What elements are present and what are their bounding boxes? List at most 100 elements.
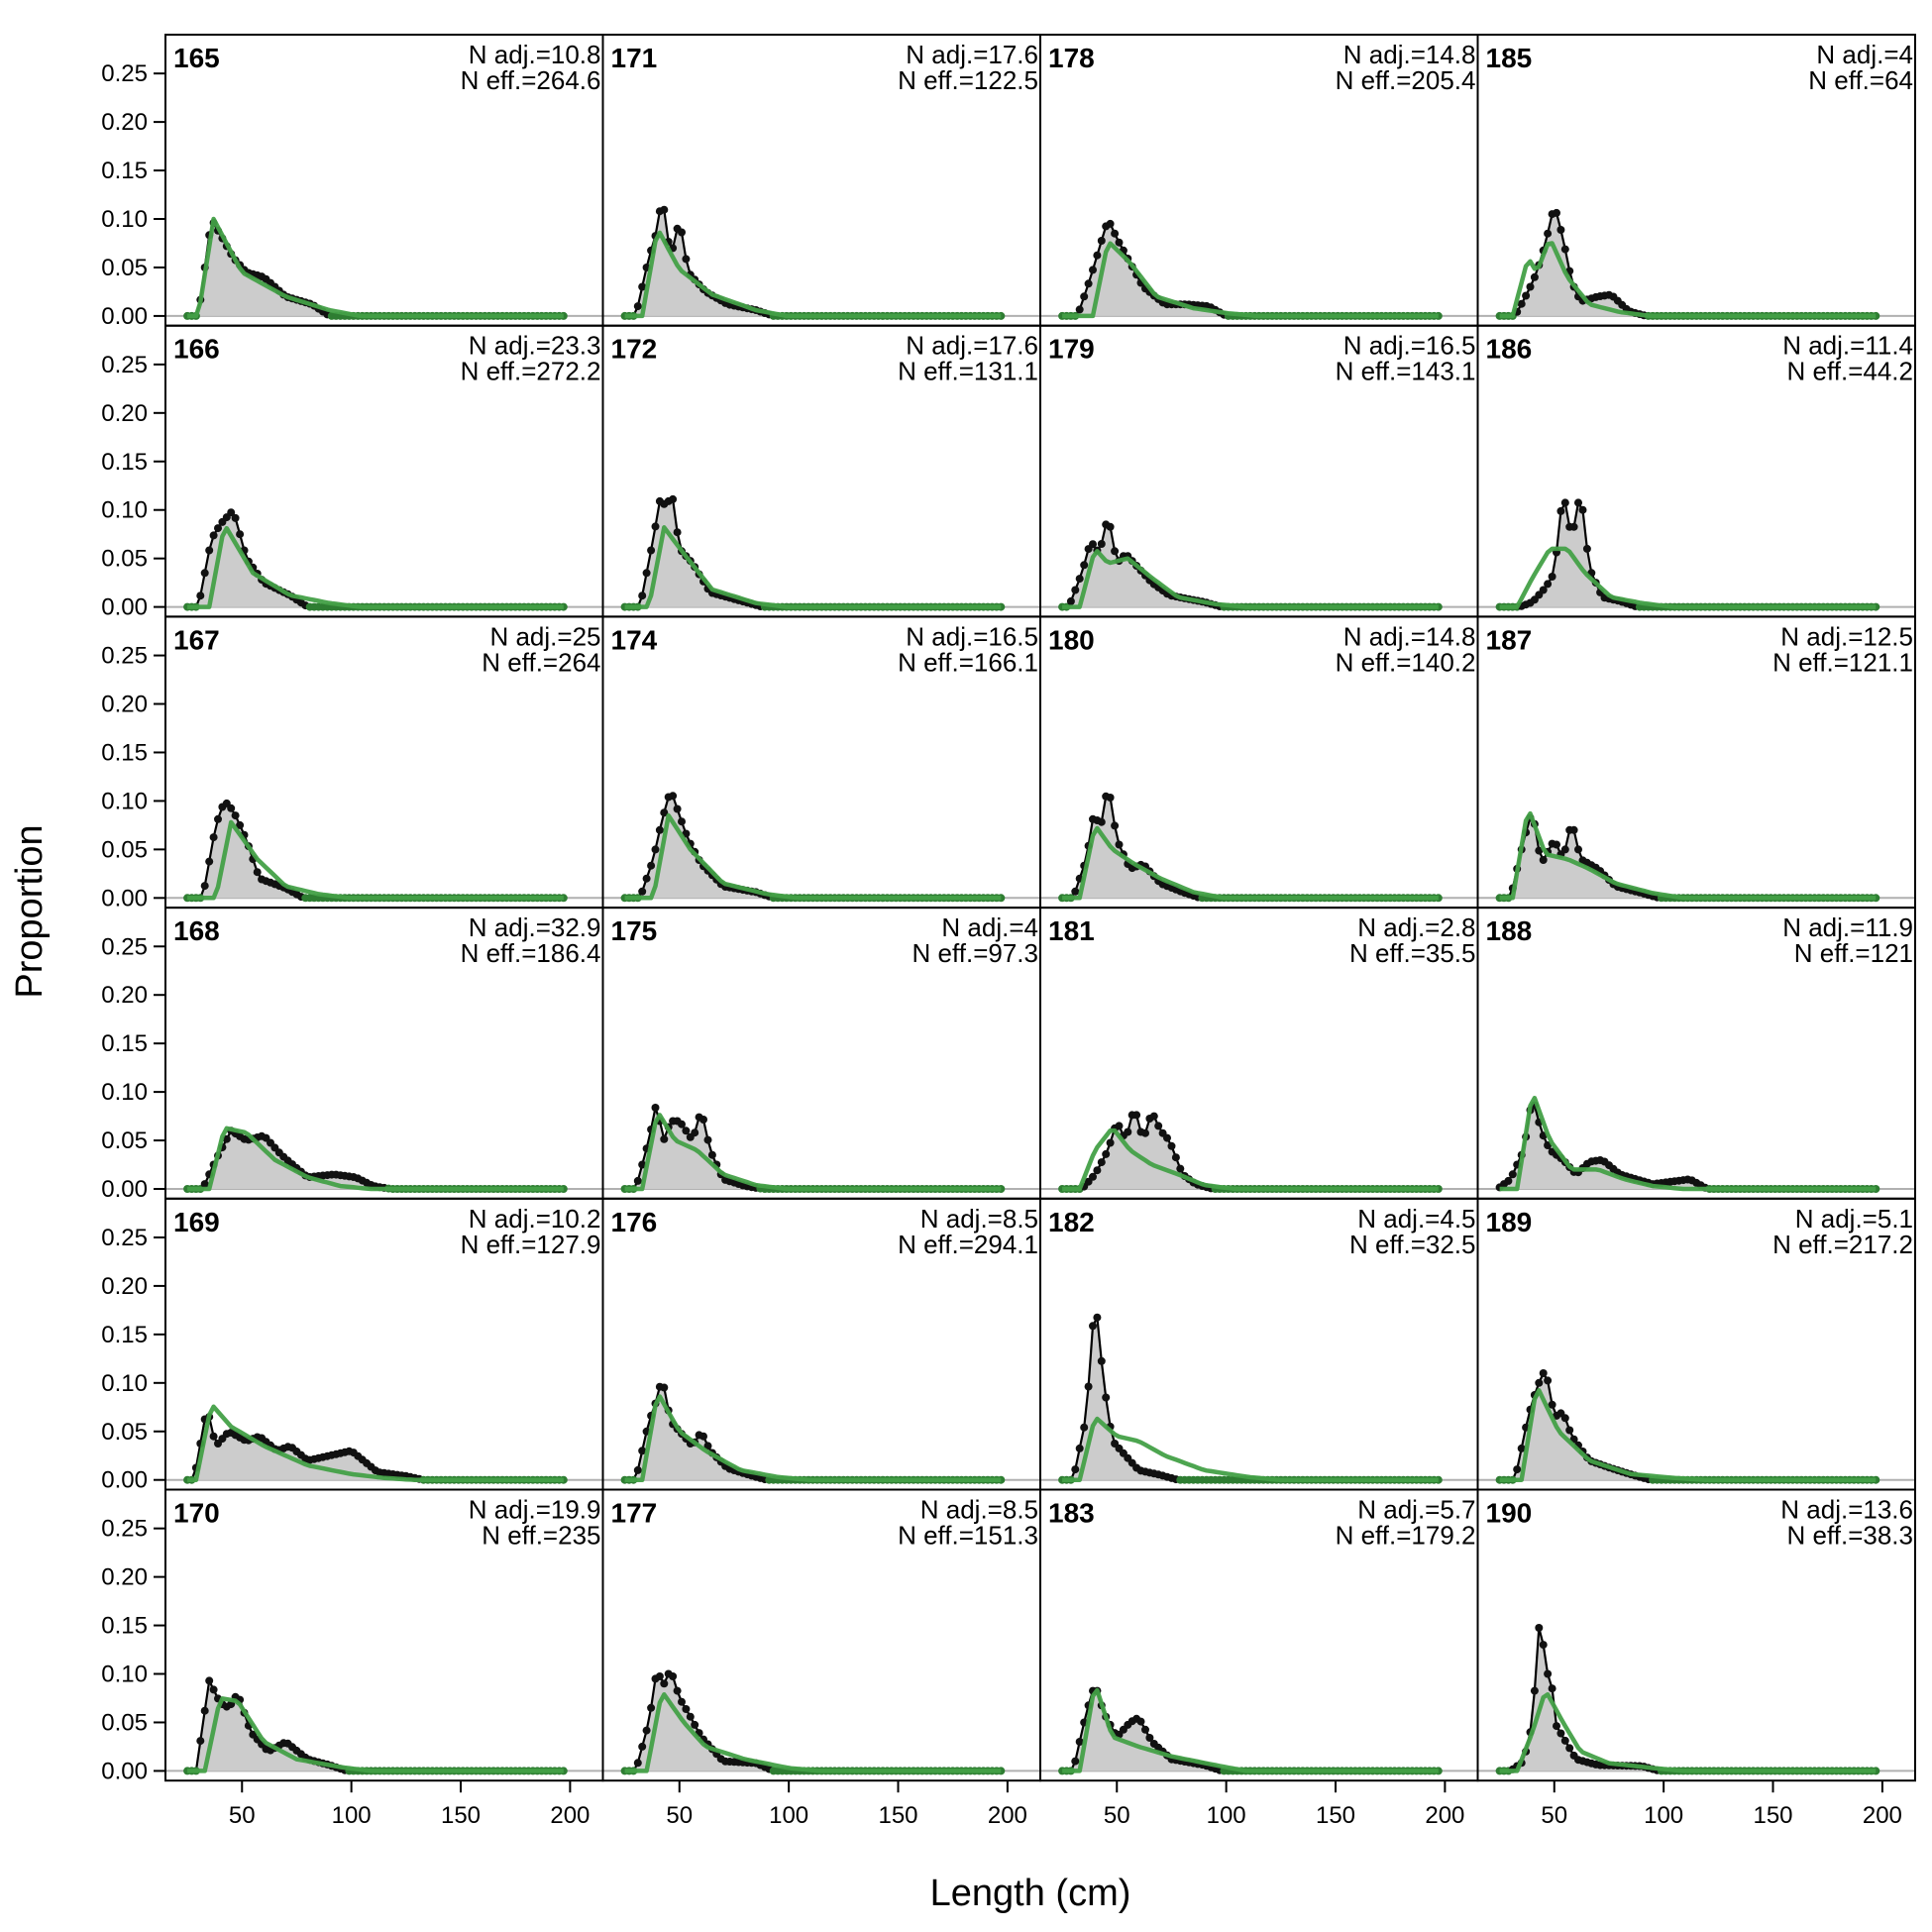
observed-point — [647, 546, 656, 555]
observed-point — [660, 1679, 669, 1688]
observed-point — [669, 494, 678, 503]
observed-point — [1535, 846, 1544, 855]
observed-point — [1171, 1153, 1180, 1162]
x-tick-label: 150 — [1316, 1802, 1355, 1829]
observed-point — [1111, 229, 1120, 238]
observed-point — [638, 591, 647, 600]
panel-185: 185 N adj.=4N eff.=64 — [1477, 40, 1915, 320]
observed-area — [187, 222, 566, 316]
y-tick-label: 0.15 — [101, 449, 148, 476]
observed-point — [1539, 586, 1548, 594]
x-tick-label: 150 — [1753, 1802, 1792, 1829]
x-axis-title: Length (cm) — [930, 1873, 1131, 1914]
observed-point — [236, 820, 245, 829]
y-tick-label: 0.10 — [101, 497, 148, 524]
expected-line — [187, 819, 564, 901]
panel-id-label: 176 — [611, 1207, 658, 1237]
panel-id-label: 174 — [611, 624, 658, 655]
y-tick-label: 0.10 — [101, 1079, 148, 1106]
observed-point — [1075, 1444, 1084, 1452]
n-eff-label: N eff.=121 — [1794, 938, 1913, 968]
observed-point — [1560, 498, 1569, 507]
observed-point — [647, 1703, 656, 1712]
y-tick-label: 0.15 — [101, 739, 148, 766]
n-eff-label: N eff.=151.3 — [898, 1521, 1038, 1551]
observed-point — [686, 1712, 695, 1721]
observed-point — [633, 1759, 642, 1768]
y-tick-label: 0.00 — [101, 885, 148, 912]
observed-point — [200, 1180, 209, 1189]
x-tick-label: 100 — [1644, 1802, 1683, 1829]
observed-point — [231, 513, 240, 522]
observed-point — [1080, 561, 1089, 570]
observed-point — [1530, 1686, 1539, 1695]
n-adj-label: N adj.=19.9 — [469, 1495, 601, 1525]
observed-point — [633, 1176, 642, 1185]
observed-point — [1097, 817, 1106, 826]
observed-point — [703, 1135, 712, 1144]
observed-point — [1574, 498, 1582, 507]
expected-line — [1499, 810, 1877, 901]
panel-180: 180 N adj.=14.8N eff.=140.2 — [1040, 621, 1478, 903]
observed-point — [673, 805, 682, 813]
observed-point — [1115, 1122, 1124, 1130]
expected-line — [1062, 549, 1439, 609]
observed-point — [1535, 1378, 1544, 1387]
n-adj-label: N adj.=10.2 — [469, 1204, 601, 1234]
observed-point — [1513, 1465, 1522, 1474]
observed-point — [1141, 1128, 1149, 1137]
y-tick-label: 0.00 — [101, 1467, 148, 1494]
observed-point — [1522, 291, 1531, 300]
observed-point — [1097, 1356, 1106, 1365]
observed-point — [1176, 1164, 1185, 1173]
observed-point — [1097, 237, 1106, 245]
observed-point — [1517, 299, 1526, 308]
y-tick-label: 0.20 — [101, 1273, 148, 1300]
observed-point — [660, 1383, 669, 1392]
n-adj-label: N adj.=14.8 — [1343, 621, 1476, 651]
expected-line — [1499, 241, 1877, 319]
observed-point — [1111, 821, 1120, 830]
y-tick-label: 0.05 — [101, 1419, 148, 1446]
observed-point — [214, 524, 222, 533]
panel-171: 171 N adj.=17.6N eff.=122.5 — [602, 40, 1040, 320]
observed-point — [1553, 840, 1560, 849]
observed-point — [1508, 1170, 1517, 1179]
panel-id-label: 166 — [173, 334, 220, 365]
expected-line — [1499, 1388, 1877, 1482]
n-eff-label: N eff.=294.1 — [898, 1230, 1038, 1259]
observed-point — [1560, 1414, 1569, 1423]
panel-178: 178 N adj.=14.8N eff.=205.4 — [1040, 40, 1478, 320]
expected-line — [187, 216, 564, 319]
observed-area — [624, 209, 1004, 316]
panel-id-label: 168 — [173, 915, 220, 946]
panel-id-label: 185 — [1486, 43, 1533, 73]
observed-point — [1560, 1736, 1569, 1745]
observed-area — [1062, 796, 1441, 899]
y-tick-label: 0.20 — [101, 109, 148, 136]
observed-point — [209, 833, 218, 842]
x-tick-label: 200 — [988, 1802, 1027, 1829]
y-tick-label: 0.15 — [101, 158, 148, 184]
panel-id-label: 177 — [611, 1498, 658, 1529]
n-eff-label: N eff.=264 — [482, 647, 600, 677]
y-tick-label: 0.00 — [101, 594, 148, 621]
observed-point — [1084, 1382, 1093, 1391]
panel-id-label: 165 — [173, 43, 220, 73]
observed-area — [1062, 524, 1441, 607]
expected-line — [624, 525, 1002, 609]
observed-area — [1499, 817, 1878, 899]
observed-point — [647, 861, 656, 870]
n-adj-label: N adj.=4 — [941, 912, 1038, 942]
n-adj-label: N adj.=32.9 — [469, 912, 601, 942]
observed-point — [1089, 266, 1097, 274]
x-tick-label: 150 — [441, 1802, 481, 1829]
panel-174: 174 N adj.=16.5N eff.=166.1 — [602, 621, 1040, 903]
n-adj-label: N adj.=8.5 — [920, 1495, 1038, 1525]
observed-point — [1539, 856, 1548, 864]
observed-point — [691, 1128, 699, 1137]
observed-point — [1141, 1725, 1149, 1734]
y-tick-label: 0.10 — [101, 1662, 148, 1688]
observed-point — [1553, 208, 1560, 217]
y-tick-label: 0.05 — [101, 836, 148, 863]
